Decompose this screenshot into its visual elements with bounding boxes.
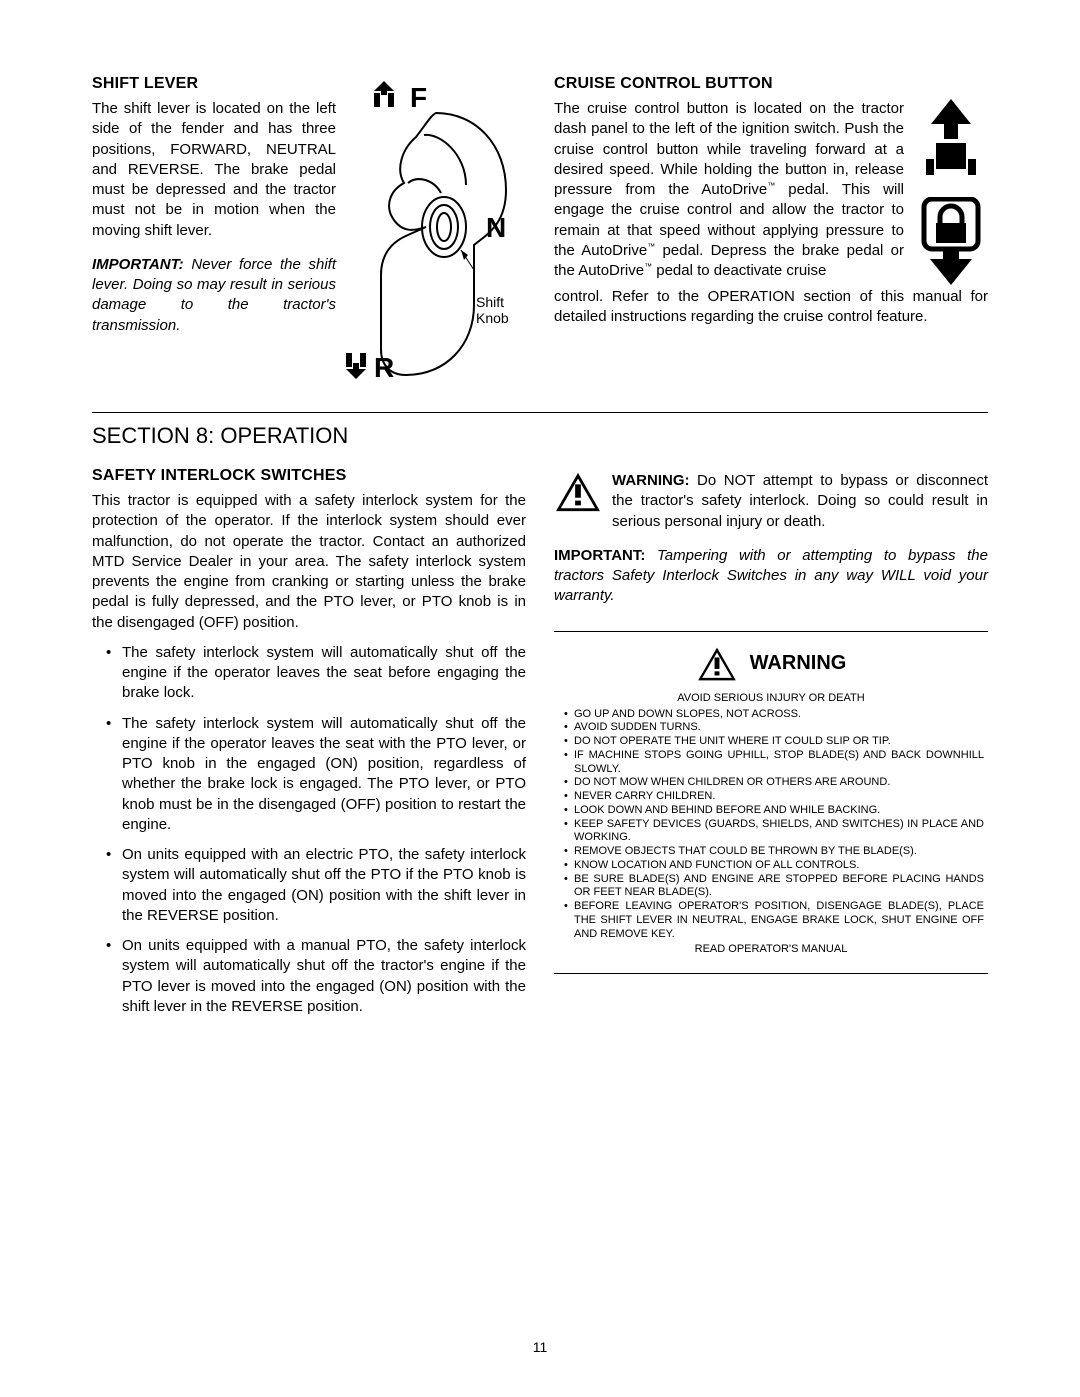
important-right: IMPORTANT: Tampering with or attempting …	[554, 546, 988, 607]
diagram-knob-label2: Knob	[476, 310, 509, 326]
warning-item: GO UP AND DOWN SLOPES, NOT ACROSS.	[564, 708, 984, 722]
warning-item: LOOK DOWN AND BEHIND BEFORE AND WHILE BA…	[564, 804, 984, 818]
warning-item: KEEP SAFETY DEVICES (GUARDS, SHIELDS, AN…	[564, 818, 984, 846]
warning-box: WARNING AVOID SERIOUS INJURY OR DEATH GO…	[554, 631, 988, 975]
cruise-up-icon	[916, 99, 986, 179]
warning-triangle-icon	[696, 646, 738, 682]
safety-bullet: The safety interlock system will automat…	[122, 714, 526, 836]
safety-heading: SAFETY INTERLOCK SWITCHES	[92, 467, 526, 485]
section-8-body: SAFETY INTERLOCK SWITCHES This tractor i…	[92, 467, 988, 1027]
warning-item: AVOID SUDDEN TURNS.	[564, 721, 984, 735]
section-8-title: SECTION 8: OPERATION	[92, 423, 988, 449]
diagram-f-label: F	[410, 82, 427, 113]
warning-subtitle: AVOID SERIOUS INJURY OR DEATH	[554, 692, 988, 704]
warning-label: WARNING:	[612, 472, 690, 489]
warning-item: BEFORE LEAVING OPERATOR'S POSITION, DISE…	[564, 900, 984, 941]
cruise-body-part1: The cruise control button is located on …	[554, 99, 904, 287]
shift-lever-col: SHIFT LEVER The shift lever is located o…	[92, 75, 526, 390]
section-divider-1	[92, 412, 988, 413]
important-label-2: IMPORTANT:	[554, 547, 645, 564]
top-section: SHIFT LEVER The shift lever is located o…	[92, 75, 988, 390]
warning-item: NEVER CARRY CHILDREN.	[564, 790, 984, 804]
shift-lever-heading: SHIFT LEVER	[92, 75, 336, 93]
warning-box-title: WARNING	[750, 652, 847, 675]
safety-bullet: On units equipped with an electric PTO, …	[122, 845, 526, 926]
cruise-body-full: control. Refer to the OPERATION section …	[554, 287, 988, 328]
cruise-icons	[916, 99, 988, 287]
cruise-control-col: CRUISE CONTROL BUTTON The cruise control…	[554, 75, 988, 390]
diagram-n-label: N	[486, 212, 506, 243]
safety-interlock-col: SAFETY INTERLOCK SWITCHES This tractor i…	[92, 467, 526, 1027]
diagram-r-label: R	[374, 352, 394, 383]
safety-bullet: On units equipped with a manual PTO, the…	[122, 936, 526, 1017]
warning-items: GO UP AND DOWN SLOPES, NOT ACROSS. AVOID…	[554, 708, 988, 942]
warning-item: DO NOT MOW WHEN CHILDREN OR OTHERS ARE A…	[564, 776, 984, 790]
warning-triangle-icon	[554, 471, 602, 513]
safety-bullet: The safety interlock system will automat…	[122, 643, 526, 704]
warning-item: IF MACHINE STOPS GOING UPHILL, STOP BLAD…	[564, 749, 984, 777]
warning-footer: READ OPERATOR'S MANUAL	[554, 943, 988, 955]
warning-text: WARNING: Do NOT attempt to bypass or dis…	[612, 471, 988, 532]
cruise-lock-icon	[916, 197, 986, 287]
warning-col: WARNING: Do NOT attempt to bypass or dis…	[554, 467, 988, 1027]
warning-item: KNOW LOCATION AND FUNCTION OF ALL CONTRO…	[564, 859, 984, 873]
warning-box-header: WARNING	[554, 646, 988, 682]
shift-lever-important: IMPORTANT: Never force the shift lever. …	[92, 255, 336, 336]
safety-bullets: The safety interlock system will automat…	[92, 643, 526, 1017]
shift-lever-body: The shift lever is located on the left s…	[92, 99, 336, 241]
important-label: IMPORTANT:	[92, 256, 184, 273]
shift-lever-diagram: F N Shift Knob	[346, 75, 526, 390]
warning-item: DO NOT OPERATE THE UNIT WHERE IT COULD S…	[564, 735, 984, 749]
diagram-knob-label1: Shift	[476, 294, 504, 310]
warning-item: BE SURE BLADE(S) AND ENGINE ARE STOPPED …	[564, 873, 984, 901]
page-number: 11	[0, 1339, 1080, 1355]
cruise-heading: CRUISE CONTROL BUTTON	[554, 75, 988, 93]
warning-item: REMOVE OBJECTS THAT COULD BE THROWN BY T…	[564, 845, 984, 859]
warning-callout: WARNING: Do NOT attempt to bypass or dis…	[554, 471, 988, 532]
safety-intro: This tractor is equipped with a safety i…	[92, 491, 526, 633]
